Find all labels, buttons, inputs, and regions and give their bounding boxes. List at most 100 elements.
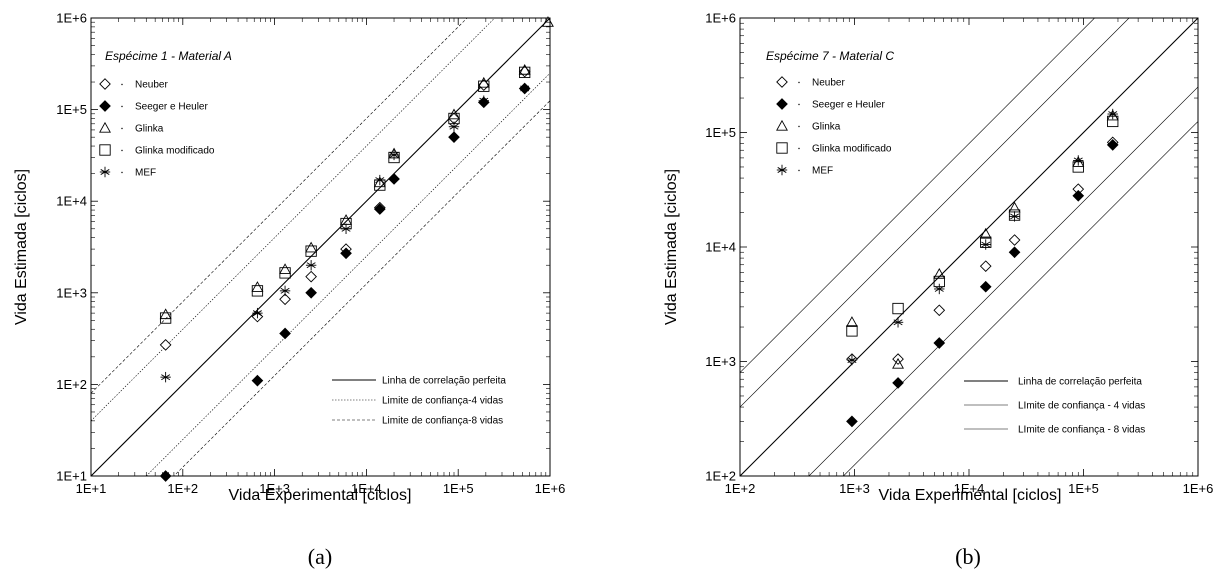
lines-legend-label: LImite de confiança - 8 vidas [1018, 425, 1145, 436]
legend-dot [798, 103, 800, 106]
y-tick-label: 1E+3 [56, 285, 87, 300]
data-point [979, 280, 992, 293]
chart-panel-a: 1E+1 1E+2 1E+3 1E+4 1E+5 1E+6 1E+1 1E+2 1E+3 1E+4… [13, 11, 565, 570]
data-point [477, 76, 490, 88]
data-point [845, 316, 858, 327]
data-point [541, 16, 554, 27]
data-point [305, 286, 317, 299]
legend-label: Glinka [135, 124, 164, 135]
y-tick-label: 1E+4 [56, 194, 87, 209]
y-tick-label: 1E+6 [705, 11, 736, 26]
legend-label: Neuber [135, 80, 168, 91]
lines-legend: Linha de correlação perfeita Limite de co… [332, 376, 506, 427]
lines-legend-label: LImite de confiança - 4 vidas [1018, 401, 1145, 412]
data-point [251, 285, 264, 297]
data-point [305, 241, 318, 253]
x-tick-label: 1E+2 [167, 481, 198, 496]
data-point [279, 285, 291, 297]
reference-line-8-upper [740, 18, 1096, 373]
data-point [892, 377, 904, 389]
data-point [159, 339, 172, 351]
data-point [934, 283, 945, 295]
data-point [279, 267, 291, 279]
data-point [251, 281, 264, 292]
legend-marker-asterisk [99, 166, 111, 178]
data-point [340, 223, 352, 234]
legend-dot [121, 105, 123, 108]
legend-dot [121, 149, 123, 152]
legend-dot [798, 81, 800, 84]
panel-label: (a) [308, 544, 332, 569]
data-point [980, 239, 991, 250]
data-point [933, 304, 946, 317]
reference-line-1 [91, 18, 550, 476]
data-point [252, 307, 263, 319]
lines-legend-label: Linha de correlação perfeita [382, 376, 506, 387]
data-point [892, 357, 904, 369]
data-point [933, 337, 946, 349]
data-point [1009, 211, 1020, 222]
legend-label: Glinka modificado [812, 144, 892, 155]
data-point [1073, 155, 1084, 166]
data-point [388, 173, 400, 185]
data-point [979, 227, 992, 239]
lines-legend-label: Linha de correlação perfeita [1018, 377, 1142, 388]
x-tick-label: 1E+6 [1183, 481, 1214, 496]
data-point [1008, 234, 1021, 246]
data-point [279, 263, 292, 275]
y-tick-label: 1E+2 [705, 469, 736, 484]
legend-label: Seeger e Heuler [135, 102, 208, 113]
legend-dot [121, 83, 123, 86]
legend-label: Seeger e Heuler [812, 100, 885, 111]
x-tick-label: 1E+5 [443, 481, 474, 496]
data-point [159, 312, 172, 324]
series-seeger-e-heuler [846, 139, 1119, 428]
legend-marker-square-open [99, 144, 111, 156]
reference-line-4-lower [808, 86, 1198, 476]
reference-line-4-upper [740, 18, 1130, 408]
legend-label: MEF [812, 166, 833, 177]
reference-lines [740, 18, 1198, 476]
data-point [305, 260, 317, 271]
data-point [159, 308, 172, 320]
x-tick-label: 1E+3 [259, 481, 290, 496]
data-point [846, 325, 858, 337]
y-tick-label: 1E+3 [705, 354, 736, 369]
data-point [159, 470, 172, 482]
data-point [279, 293, 291, 306]
data-point [388, 149, 400, 161]
y-axis-title: Vida Estimada [ciclos] [13, 169, 30, 325]
series-glinka-modificado [159, 66, 531, 324]
chart-title: Espécime 7 - Material C [766, 49, 894, 63]
chart-panel-b: 1E+2 1E+3 1E+4 1E+5 1E+6 1E+2 1E+3 1E+4 1E+5 1E+6… [663, 11, 1214, 570]
legend-marker-diamond-open [99, 78, 111, 90]
data-point [448, 131, 460, 144]
data-point [892, 302, 904, 315]
y-tick-label: 1E+6 [56, 11, 87, 26]
data-point [846, 415, 858, 428]
y-tick-label: 1E+2 [56, 377, 87, 392]
data-point [279, 327, 291, 340]
legend-marker-diamond-open [776, 76, 788, 88]
data-point [340, 247, 352, 260]
legend-marker-diamond-filled [776, 98, 788, 110]
legend-label: Neuber [812, 78, 845, 89]
x-tick-label: 1E+2 [725, 481, 756, 496]
x-tick-label: 1E+1 [76, 481, 107, 496]
legend-dot [798, 125, 800, 128]
legend-dot [798, 147, 800, 150]
series-mef [846, 108, 1118, 366]
data-point [305, 245, 317, 257]
data-point [892, 317, 904, 328]
data-point [1072, 189, 1085, 202]
x-tick-label: 1E+4 [351, 481, 382, 496]
data-points [845, 108, 1119, 428]
data-point [1107, 108, 1118, 120]
data-point [1008, 246, 1021, 259]
legend-label: MEF [135, 168, 156, 179]
legend-dot [798, 169, 800, 172]
marker-legend: Neuber Seeger e Heuler Glinka Glinka modifi… [99, 78, 215, 179]
reference-line-4-upper [91, 18, 496, 422]
legend-label: Glinka modificado [135, 146, 215, 157]
